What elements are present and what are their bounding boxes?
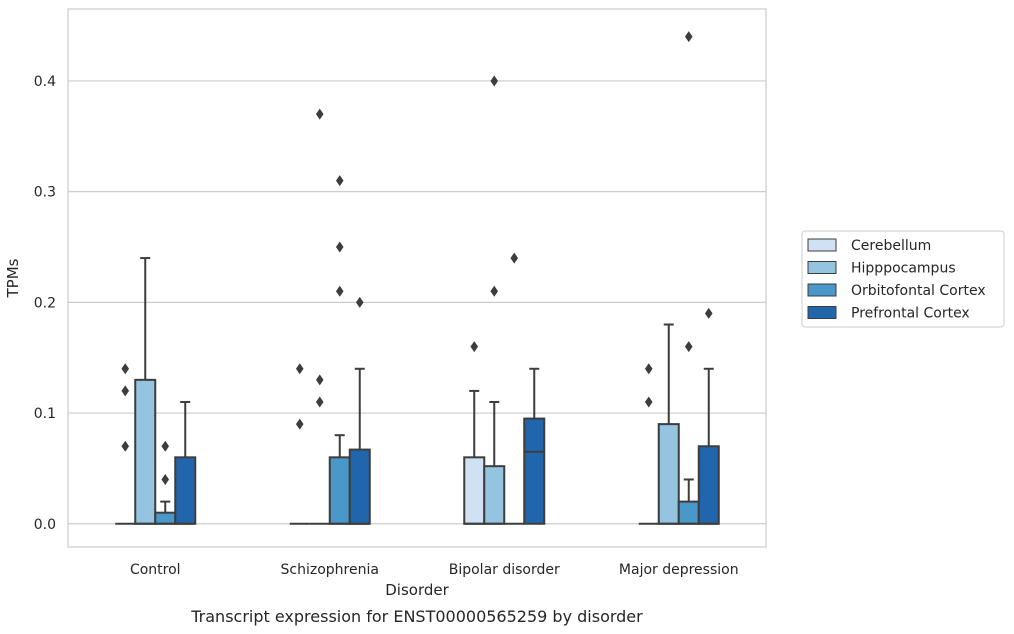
outlier-point [121, 440, 130, 452]
series-prefrontal-cortex [174, 296, 720, 525]
outlier-point [644, 363, 653, 375]
legend-frame [801, 230, 1005, 328]
legend-swatch [807, 283, 837, 297]
box-plot [504, 252, 525, 525]
series-orbitofontal-cortex [154, 31, 700, 525]
box [328, 456, 351, 525]
box-plot [328, 175, 351, 525]
legend-label: Orbitofontal Cortex [851, 283, 986, 299]
box-plot [697, 307, 720, 525]
y-tick-label: 0.0 [34, 517, 56, 533]
box-plot [483, 75, 506, 525]
y-tick-labels: 0.0 0.1 0.2 0.3 0.4 [34, 74, 56, 533]
x-tick-label: Bipolar disorder [449, 562, 560, 578]
x-tick-label: Control [130, 562, 181, 578]
x-tick-label: Schizophrenia [281, 562, 379, 578]
box-plot [289, 363, 310, 525]
outlier-point [355, 296, 364, 308]
box-plot [134, 257, 157, 525]
y-tick-label: 0.4 [34, 74, 56, 90]
outlier-point [490, 75, 499, 87]
x-axis-label: Disorder [385, 581, 449, 599]
outlier-point [121, 385, 130, 397]
outlier-point [644, 396, 653, 408]
x-tick-labels: Control Schizophrenia Bipolar disorder Majo… [130, 562, 739, 578]
chart-caption: Transcript expression for ENST0000056525… [190, 607, 643, 626]
box-plot [523, 367, 546, 525]
y-tick-label: 0.3 [34, 185, 56, 201]
outlier-point [315, 396, 324, 408]
legend-label: Prefrontal Cortex [851, 306, 970, 322]
box [697, 445, 720, 525]
outlier-point [335, 285, 344, 297]
outlier-point [161, 473, 170, 485]
outlier-point [510, 252, 519, 264]
box-plot [677, 31, 700, 525]
outlier-point [470, 341, 479, 353]
outlier-point [295, 418, 304, 430]
legend-swatch [807, 306, 837, 319]
box [677, 500, 700, 525]
x-tick-label: Major depression [619, 562, 739, 578]
outlier-point [295, 363, 304, 375]
box-plot [174, 400, 197, 525]
legend-label: Hipppocampus [851, 261, 956, 277]
outlier-point [335, 175, 344, 187]
legend-swatch [807, 238, 837, 252]
outlier-point [490, 285, 499, 297]
legend-swatch [807, 261, 837, 274]
box-plot [115, 363, 136, 525]
box-plot [657, 323, 680, 525]
outlier-point [161, 440, 170, 452]
outlier-point [684, 31, 693, 43]
box [134, 378, 157, 525]
box-plot [154, 440, 177, 525]
box-series [115, 31, 720, 525]
outlier-point [684, 341, 693, 353]
legend: Cerebellum Hipppocampus Orbitofontal Corte… [801, 230, 1005, 328]
y-axis-label: TPMs [4, 258, 22, 298]
outlier-point [315, 374, 324, 386]
legend-label: Cerebellum [851, 238, 931, 254]
series-cerebellum [115, 341, 659, 525]
outlier-point [121, 363, 130, 375]
box [348, 448, 371, 525]
box-plot [463, 341, 486, 525]
series-hipppocampus [134, 75, 680, 525]
box [174, 456, 197, 525]
box-plot [309, 108, 330, 525]
box [523, 417, 546, 525]
box [463, 456, 486, 525]
outlier-point [335, 241, 344, 253]
y-tick-label: 0.2 [34, 295, 56, 311]
box [154, 511, 177, 525]
outlier-point [704, 307, 713, 319]
box-plot [638, 363, 659, 525]
outlier-point [315, 108, 324, 120]
y-tick-label: 0.1 [34, 406, 56, 422]
plot-frame [67, 8, 767, 548]
box [483, 465, 506, 525]
box-plot [348, 296, 371, 525]
box [657, 423, 680, 525]
